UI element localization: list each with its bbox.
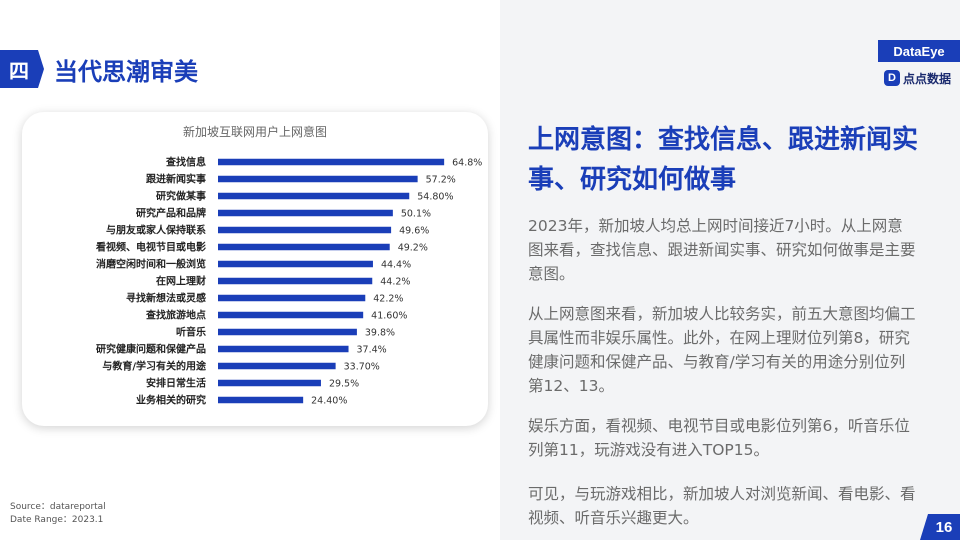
page-number: 16: [920, 514, 960, 540]
bar: [218, 260, 373, 268]
category-label: 听音乐: [176, 326, 206, 339]
diandian-logo-text: 点点数据: [903, 71, 952, 86]
bar: [218, 396, 304, 404]
value-label: 64.8%: [452, 158, 482, 169]
bar-chart: 新加坡互联网用户上网意图 查找信息 64.8% 跟进新闻实事 57.2% 研究做某事 54…: [96, 124, 482, 407]
value-label: 44.2%: [380, 277, 410, 288]
value-label: 54.80%: [417, 192, 453, 203]
value-label: 33.70%: [344, 362, 380, 373]
value-label: 39.8%: [365, 328, 395, 339]
category-label: 查找旅游地点: [145, 309, 206, 322]
bar: [218, 175, 418, 183]
value-label: 50.1%: [401, 209, 431, 220]
value-label: 44.4%: [381, 260, 411, 271]
category-label: 研究产品和品牌: [136, 207, 206, 220]
bar: [218, 243, 390, 251]
category-label: 与教育/学习有关的用途: [102, 360, 207, 373]
section-number-badge: 四: [0, 50, 44, 88]
category-label: 消磨空闲时间和一般浏览: [96, 258, 206, 271]
category-label: 与朋友或家人保持联系: [106, 224, 206, 237]
diandian-logo: D 点点数据: [884, 68, 951, 88]
value-label: 49.2%: [398, 243, 428, 254]
bar: [218, 345, 349, 353]
category-label: 研究健康问题和保健产品: [96, 343, 206, 356]
date-range-line: Date Range：2023.1: [10, 515, 104, 525]
source-note: Source：datareportal Date Range：2023.1: [10, 501, 106, 527]
category-label: 研究做某事: [156, 190, 206, 203]
value-label: 37.4%: [357, 345, 387, 356]
category-label: 看视频、电视节目或电影: [96, 241, 206, 254]
bar: [218, 328, 357, 336]
value-label: 29.5%: [329, 379, 359, 390]
category-label: 寻找新想法或灵感: [126, 292, 206, 305]
paragraph-4: 可见，与玩游戏相比，新加坡人对浏览新闻、看电影、看视频、听音乐兴趣更大。: [528, 485, 916, 527]
right-panel: [500, 0, 960, 540]
category-label: 查找信息: [165, 156, 206, 169]
value-label: 49.6%: [399, 226, 429, 237]
bar: [218, 362, 336, 370]
paragraph-3: 娱乐方面，看视频、电视节目或电影位列第6，听音乐位列第11，玩游戏没有进入TOP…: [528, 417, 910, 459]
bar: [218, 379, 321, 387]
bar: [218, 226, 392, 234]
value-label: 41.60%: [371, 311, 407, 322]
chart-title: 新加坡互联网用户上网意图: [183, 124, 327, 139]
bar: [218, 277, 373, 285]
bar: [218, 311, 364, 319]
category-label: 安排日常生活: [146, 377, 206, 390]
left-panel: 四 当代思潮审美 新加坡互联网用户上网意图 查找信息 64.8% 跟进新闻实事 57.…: [0, 50, 488, 527]
paragraph-2: 从上网意图来看，新加坡人比较务实，前五大意图均偏工具属性而非娱乐属性。此外，在网…: [528, 305, 916, 395]
diandian-mark-icon: D: [884, 70, 900, 86]
paragraph-1: 2023年，新加坡人均总上网时间接近7小时。从上网意图来看，查找信息、跟进新闻实…: [528, 217, 916, 283]
category-label: 业务相关的研究: [136, 394, 206, 407]
dataeye-logo: DataEye: [878, 40, 960, 62]
source-line: Source：datareportal: [10, 502, 106, 512]
section-title: 当代思潮审美: [54, 58, 198, 86]
bar: [218, 158, 445, 166]
value-label: 42.2%: [373, 294, 403, 305]
value-label: 57.2%: [426, 175, 456, 186]
bar: [218, 209, 393, 217]
category-label: 在网上理财: [156, 275, 206, 288]
bar: [218, 294, 366, 302]
value-label: 24.40%: [311, 396, 347, 407]
category-label: 跟进新闻实事: [146, 173, 206, 186]
chart-card: 新加坡互联网用户上网意图 查找信息 64.8% 跟进新闻实事 57.2% 研究做某事 54…: [22, 112, 488, 426]
headline: 上网意图：查找信息、跟进新闻实事、研究如何做事: [528, 125, 919, 195]
bar: [218, 192, 410, 200]
